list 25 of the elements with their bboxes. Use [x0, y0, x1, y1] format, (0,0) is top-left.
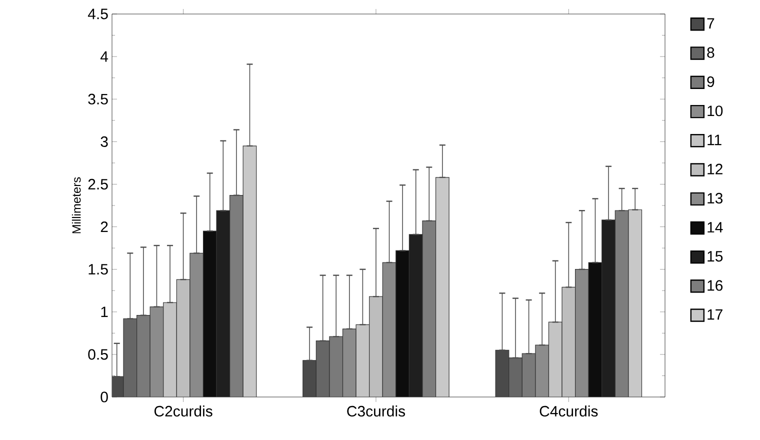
legend-label: 11	[708, 134, 722, 146]
legend-label: 9	[707, 76, 714, 88]
x-tick-label: C4curdis	[540, 406, 598, 417]
legend-label: 8	[707, 47, 714, 58]
x-tick-label: C2curdis	[154, 406, 212, 417]
legend-label: 7	[707, 18, 714, 29]
y-tick-label: 3.5	[88, 94, 108, 104]
y-axis-title: Millimeters	[72, 177, 81, 234]
y-tick-label: 1	[101, 306, 108, 318]
legend-label: 15	[708, 251, 723, 262]
y-tick-label: 0	[100, 392, 108, 402]
y-tick-label: 4	[100, 51, 108, 62]
x-tick-label: C3curdis	[347, 406, 406, 417]
y-tick-label: 1.5	[88, 264, 108, 275]
y-tick-label: 3	[100, 136, 108, 147]
legend-label: 17	[708, 309, 722, 320]
legend-label: 13	[708, 192, 723, 204]
legend-label: 12	[708, 164, 722, 174]
legend-label: 16	[708, 280, 723, 291]
y-tick-label: 2	[100, 222, 108, 232]
y-tick-label: 4.5	[88, 8, 108, 20]
y-tick-label: 2.5	[88, 178, 108, 190]
y-tick-label: 0.5	[88, 349, 108, 360]
legend-label: 10	[708, 106, 723, 116]
legend-label: 14	[708, 222, 723, 232]
